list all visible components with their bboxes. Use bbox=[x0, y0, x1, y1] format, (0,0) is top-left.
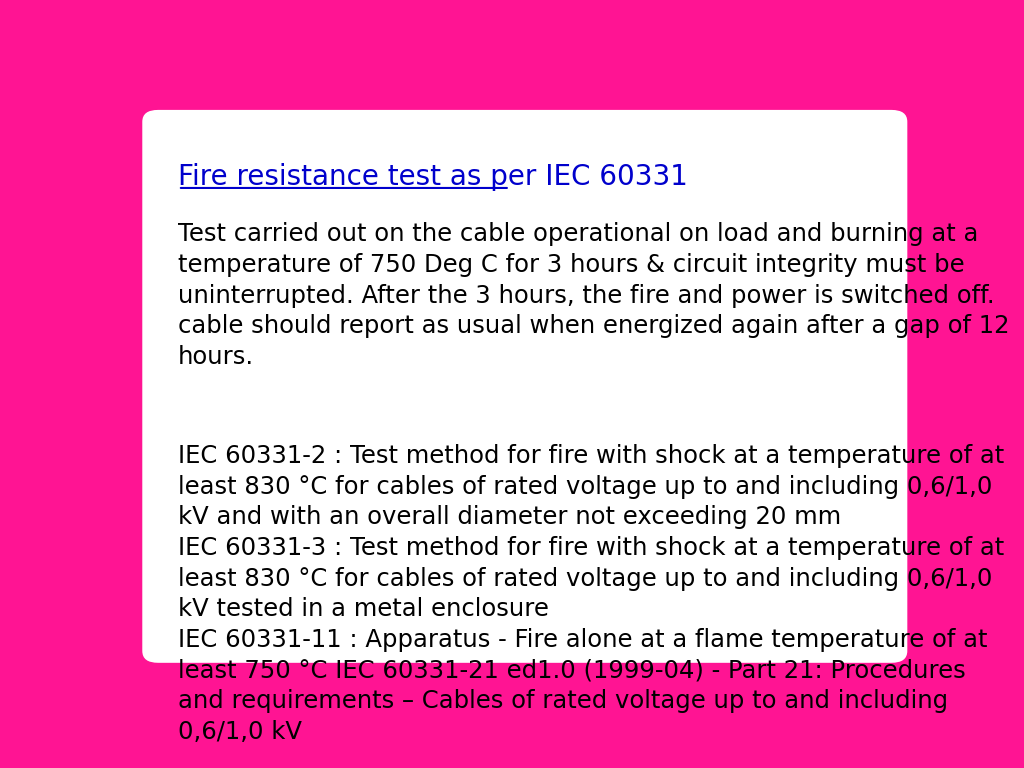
Text: Fire resistance test as per IEC 60331: Fire resistance test as per IEC 60331 bbox=[178, 163, 688, 191]
Text: Test carried out on the cable operational on load and burning at a
temperature o: Test carried out on the cable operationa… bbox=[178, 222, 1010, 369]
Text: IEC 60331-2 : Test method for fire with shock at a temperature of at
least 830 °: IEC 60331-2 : Test method for fire with … bbox=[178, 444, 1005, 744]
FancyBboxPatch shape bbox=[142, 110, 907, 663]
